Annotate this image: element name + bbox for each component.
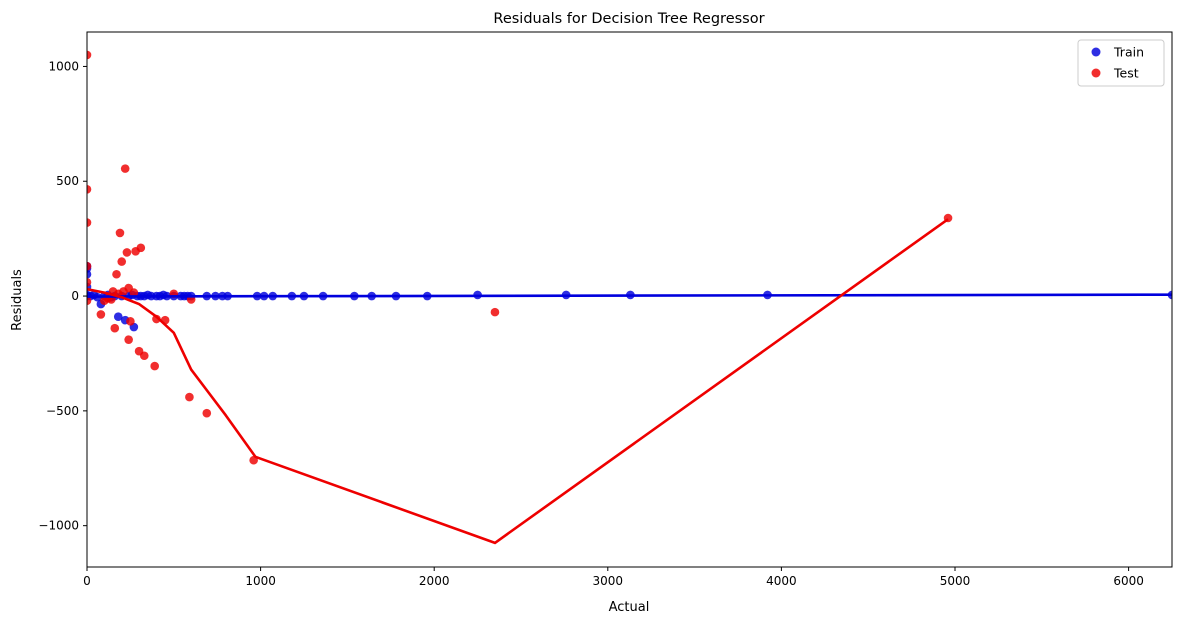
y-tick-label-0: 0 xyxy=(71,289,79,303)
test-point-22 xyxy=(129,288,139,297)
test-point-1 xyxy=(87,184,92,194)
train-point-14 xyxy=(113,312,123,322)
test-point-17 xyxy=(120,164,130,173)
test-point-35 xyxy=(490,307,500,317)
y-tick-label--500: −500 xyxy=(46,404,79,418)
x-tick-label-4000: 4000 xyxy=(766,574,797,588)
test-point-14 xyxy=(115,228,125,238)
train-fit-line xyxy=(87,293,1172,298)
test-point-2 xyxy=(87,218,92,227)
test-point-12 xyxy=(112,269,121,279)
legend-label-test: Test xyxy=(1113,66,1139,81)
x-tick-label-0: 0 xyxy=(83,574,91,588)
test-point-4 xyxy=(87,277,92,287)
test-point-18 xyxy=(122,248,132,257)
legend-label-train: Train xyxy=(1113,45,1144,60)
test-point-31 xyxy=(185,392,194,402)
train-point-2 xyxy=(87,269,92,279)
y-axis-title: Residuals xyxy=(10,269,25,331)
test-point-25 xyxy=(136,243,146,253)
test-point-27 xyxy=(150,361,159,371)
legend-marker-train xyxy=(1091,47,1101,57)
x-axis-title: Actual xyxy=(609,600,650,615)
legend-marker-test xyxy=(1091,68,1101,78)
y-tick-label--1000: −1000 xyxy=(38,519,79,533)
x-tick-label-1000: 1000 xyxy=(245,574,276,588)
test-point-33 xyxy=(202,408,212,418)
y-tick-label-500: 500 xyxy=(56,174,79,188)
x-tick-label-3000: 3000 xyxy=(593,574,624,588)
x-tick-label-2000: 2000 xyxy=(419,574,450,588)
test-point-19 xyxy=(124,335,133,344)
test-point-6 xyxy=(96,310,106,319)
y-tick-label-1000: 1000 xyxy=(48,59,79,73)
test-point-26 xyxy=(139,351,149,361)
test-point-20 xyxy=(126,317,135,326)
test-point-3 xyxy=(87,261,92,271)
x-tick-label-6000: 6000 xyxy=(1113,574,1144,588)
x-tick-label-5000: 5000 xyxy=(940,574,971,588)
test-point-28 xyxy=(152,314,161,324)
test-point-11 xyxy=(110,323,120,333)
chart-title: Residuals for Decision Tree Regressor xyxy=(493,11,764,27)
test-point-0 xyxy=(87,50,92,60)
legend: Train Test xyxy=(1077,39,1165,87)
test-point-15 xyxy=(117,257,127,266)
test-fit-line xyxy=(87,218,949,545)
test-point-5 xyxy=(87,296,92,305)
plot-frame xyxy=(86,31,1173,568)
